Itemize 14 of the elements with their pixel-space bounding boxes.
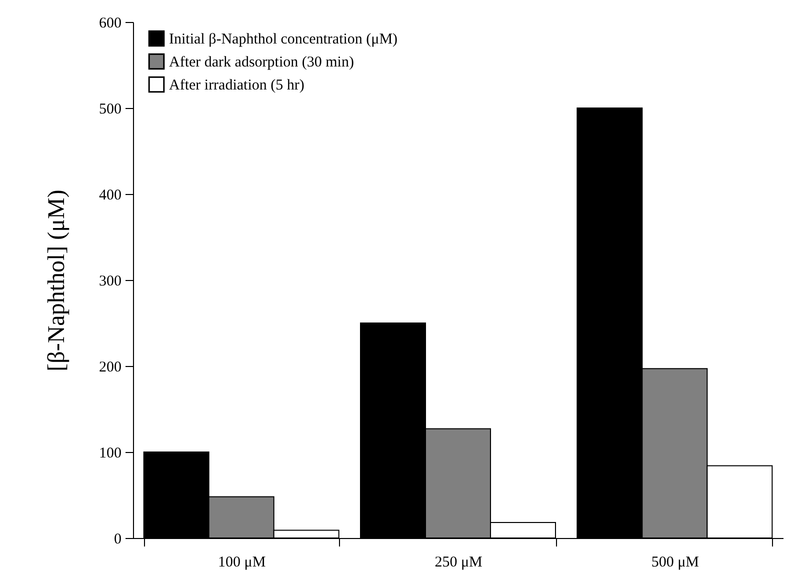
- y-tick-label: 200: [99, 360, 122, 376]
- x-tick-label: 250 μM: [434, 554, 482, 570]
- legend-label: After dark adsorption (30 min): [169, 54, 354, 70]
- y-tick-label: 400: [99, 188, 122, 204]
- legend-label: After irradiation (5 hr): [169, 78, 304, 94]
- legend-label: Initial β-Naphthol concentration (μM): [169, 32, 398, 48]
- x-tick-label: 500 μM: [651, 554, 699, 570]
- y-tick-label: 0: [114, 532, 122, 548]
- y-tick-label: 300: [99, 274, 122, 290]
- y-tick-label: 600: [99, 16, 122, 32]
- y-tick-label: 500: [99, 102, 122, 118]
- y-axis-title: [β-Naphthol] (μM): [44, 190, 70, 372]
- y-tick-label: 100: [99, 446, 122, 462]
- x-tick-label: 100 μM: [218, 554, 266, 570]
